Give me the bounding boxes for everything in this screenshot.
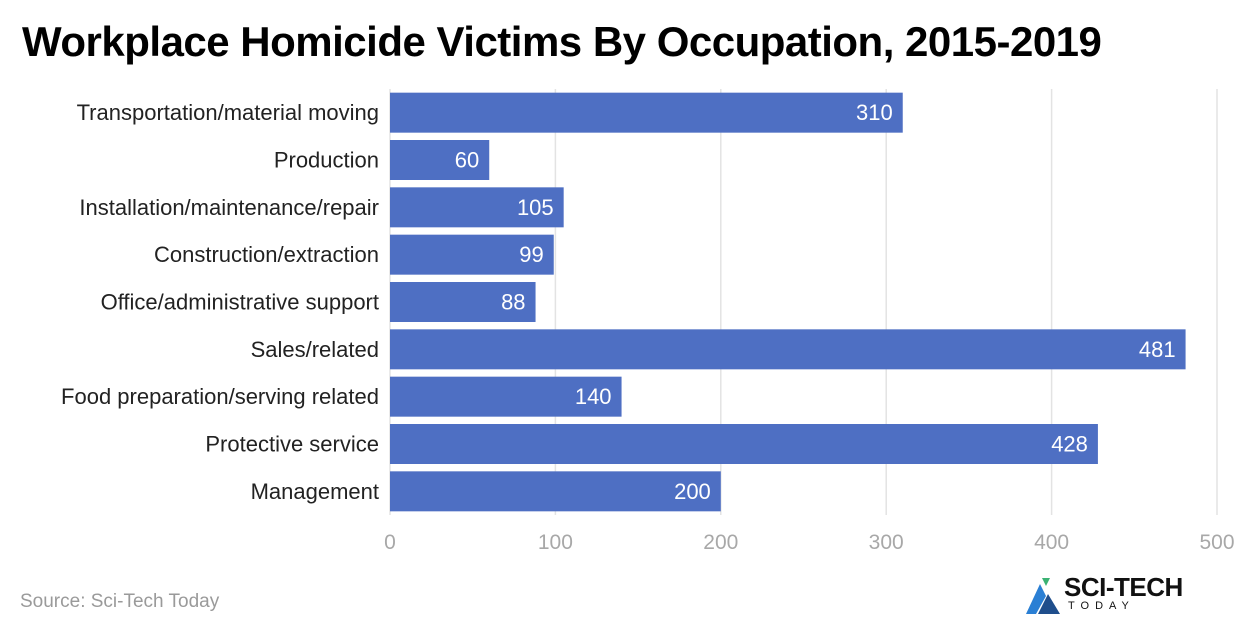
x-tick-label: 500 xyxy=(1199,531,1234,554)
category-label: Protective service xyxy=(205,432,379,457)
x-tick-label: 300 xyxy=(869,531,904,554)
category-label: Transportation/material moving xyxy=(77,100,379,125)
bar-value-label: 105 xyxy=(517,195,554,220)
bar-value-label: 99 xyxy=(519,242,543,267)
chart-title: Workplace Homicide Victims By Occupation… xyxy=(22,18,1102,65)
bar-value-label: 428 xyxy=(1051,432,1088,457)
bar xyxy=(390,187,564,228)
bar xyxy=(390,140,490,180)
category-labels: Transportation/material moving Production… xyxy=(61,100,379,504)
bar-value-label: 310 xyxy=(856,100,893,125)
x-tick-label: 400 xyxy=(1034,531,1069,554)
source-note: Source: Sci-Tech Today xyxy=(20,591,220,612)
bar xyxy=(390,234,554,275)
category-label: Office/administrative support xyxy=(101,290,379,315)
logo-subtitle: TODAY xyxy=(1068,600,1135,612)
logo-mark-icon xyxy=(1026,578,1060,614)
x-axis-ticks: 0 100 200 300 400 500 xyxy=(384,531,1234,554)
bar xyxy=(390,92,903,133)
x-tick-label: 200 xyxy=(703,531,738,554)
bar-value-label: 481 xyxy=(1139,337,1176,362)
category-label: Installation/maintenance/repair xyxy=(79,195,379,220)
bar-value-label: 140 xyxy=(575,384,612,409)
bar xyxy=(390,329,1186,370)
bar xyxy=(390,471,721,512)
bar-value-label: 88 xyxy=(501,290,525,315)
category-label: Management xyxy=(251,479,379,504)
category-label: Construction/extraction xyxy=(154,242,379,267)
logo-name: SCI-TECH xyxy=(1064,572,1183,602)
category-label: Production xyxy=(274,148,379,173)
x-tick-label: 0 xyxy=(384,531,396,554)
sci-tech-today-logo: SCI-TECH TODAY xyxy=(1024,570,1214,620)
x-tick-label: 100 xyxy=(538,531,573,554)
bar xyxy=(390,376,622,417)
category-label: Sales/related xyxy=(251,337,379,362)
bar xyxy=(390,424,1098,464)
bar-value-label: 60 xyxy=(455,148,479,173)
bar-value-label: 200 xyxy=(674,479,711,504)
category-label: Food preparation/serving related xyxy=(61,384,379,409)
bars: 310 60 105 99 88 481 140 428 200 xyxy=(390,92,1186,512)
bar xyxy=(390,282,536,322)
